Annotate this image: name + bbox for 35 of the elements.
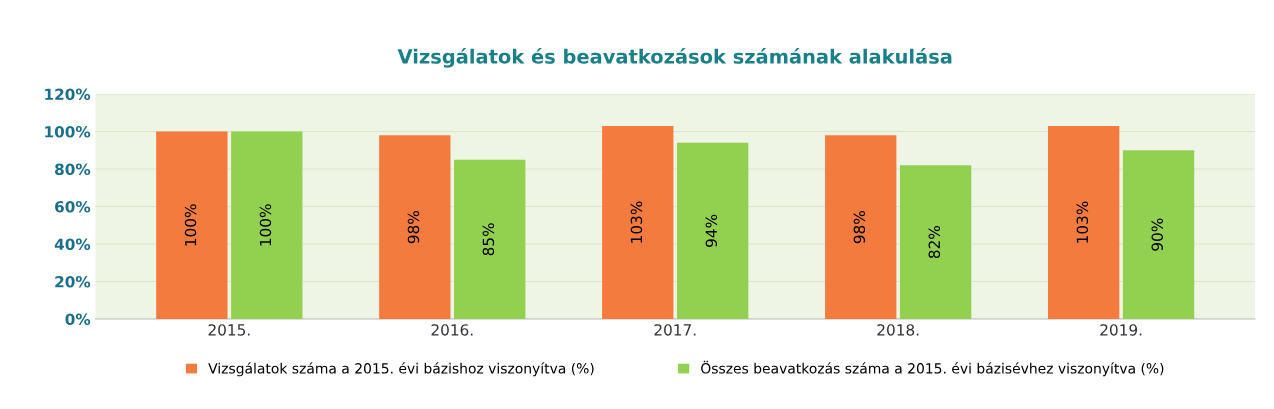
legend-label: Vizsgálatok száma a 2015. évi bázishoz viszonyítva (%) (208, 362, 594, 377)
data-label: 98% (407, 211, 420, 244)
y-tick-label: 120% (45, 88, 91, 101)
data-label: 98% (853, 211, 866, 244)
x-tick-label: 2017. (654, 324, 696, 336)
chart-title: Vizsgálatok és beavatkozások számának alakulása (397, 47, 952, 68)
bar (231, 131, 303, 320)
bar (454, 159, 526, 320)
y-tick-label: 80% (55, 163, 91, 176)
data-label: 82% (928, 226, 941, 259)
y-tick-label: 20% (55, 275, 91, 288)
bar (899, 165, 972, 320)
bar (1122, 150, 1195, 320)
bar (602, 125, 674, 320)
data-label: 85% (482, 223, 495, 256)
data-label: 100% (259, 204, 272, 246)
data-label: 90% (1151, 218, 1164, 251)
data-label: 94% (705, 214, 718, 247)
y-tick-label: 0% (65, 313, 91, 326)
data-label: 103% (1076, 201, 1089, 243)
y-tick-label: 40% (54, 238, 91, 251)
y-tick-label: 100% (45, 126, 91, 138)
x-tick-label: 2016. (431, 324, 473, 336)
bar (677, 142, 749, 320)
bar (825, 135, 897, 320)
bar (379, 135, 451, 320)
x-tick-label: 2019. (1100, 324, 1142, 336)
x-tick-label: 2015. (208, 324, 250, 336)
x-tick-label: 2018. (877, 324, 919, 336)
data-label: 103% (630, 201, 643, 243)
bar (1047, 125, 1120, 320)
legend-label: Összes beavatkozás száma a 2015. évi bázisévhez viszonyítva (%) (701, 360, 1164, 377)
data-label: 100% (184, 204, 197, 246)
y-tick-label: 60% (55, 201, 91, 213)
bar (156, 131, 228, 320)
